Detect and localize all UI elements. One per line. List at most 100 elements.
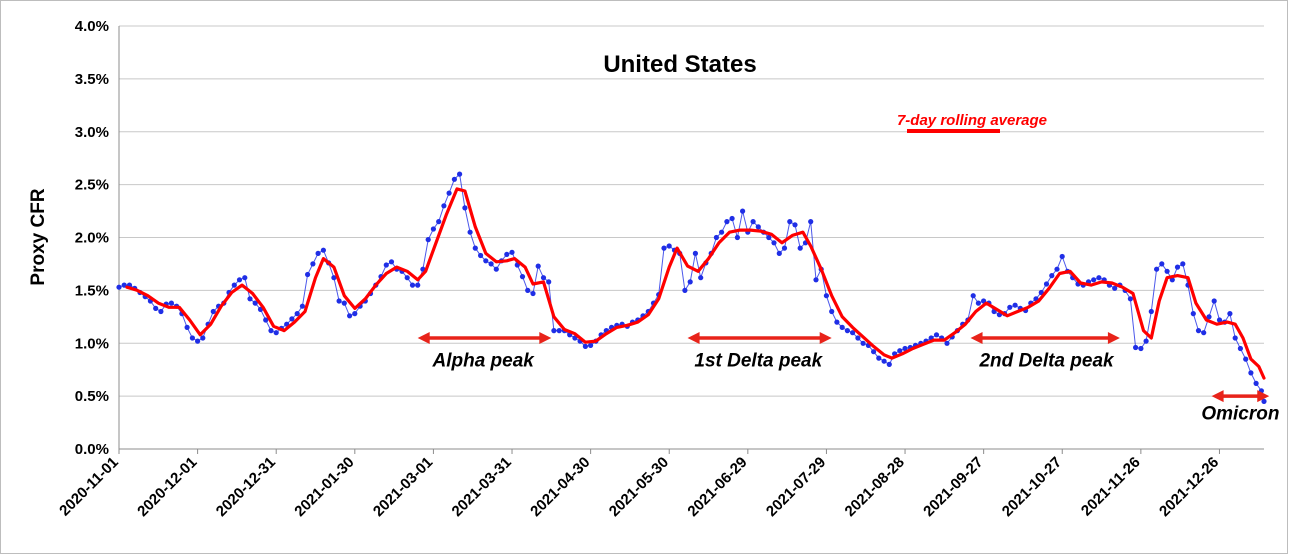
chart-title: United States <box>603 51 756 78</box>
daily-point <box>792 222 798 228</box>
period-arrow <box>970 331 1120 344</box>
daily-point <box>808 219 814 225</box>
daily-point <box>331 275 337 281</box>
daily-point <box>713 234 720 241</box>
arrow-head-right <box>1107 331 1120 344</box>
daily-point <box>252 300 258 306</box>
daily-point <box>755 224 761 230</box>
period-label: 2nd Delta peak <box>978 351 1115 372</box>
daily-point <box>168 300 174 306</box>
daily-point <box>1127 296 1133 302</box>
daily-point <box>153 305 159 311</box>
daily-point <box>902 345 908 352</box>
daily-point <box>210 308 216 315</box>
daily-point <box>1049 273 1055 279</box>
daily-point <box>834 319 840 325</box>
daily-point <box>200 335 206 341</box>
daily-point <box>750 219 756 225</box>
daily-point <box>813 277 819 283</box>
daily-point <box>483 258 489 264</box>
daily-point <box>189 335 195 341</box>
daily-point <box>289 316 295 322</box>
daily-point <box>1143 338 1149 344</box>
daily-point <box>519 274 526 280</box>
daily-point <box>687 279 693 285</box>
daily-point <box>1206 314 1212 320</box>
daily-point <box>195 338 201 344</box>
daily-point <box>850 330 856 336</box>
daily-point <box>1148 308 1154 315</box>
daily-point <box>844 328 851 334</box>
daily-point <box>1159 261 1165 267</box>
daily-point <box>823 293 830 299</box>
daily-point <box>1180 261 1186 267</box>
daily-point <box>305 271 311 278</box>
daily-point <box>1091 277 1097 283</box>
y-tick-label: 4.0% <box>75 18 109 35</box>
daily-point <box>540 275 547 281</box>
daily-point <box>776 250 782 256</box>
daily-point <box>1201 330 1207 336</box>
daily-point <box>404 275 410 281</box>
daily-point <box>661 245 667 251</box>
daily-point <box>781 245 788 251</box>
daily-point <box>734 234 741 241</box>
daily-point <box>121 282 127 288</box>
y-tick-label: 1.5% <box>75 282 109 299</box>
period-label: Omicron <box>1201 403 1279 424</box>
daily-point <box>1096 275 1102 281</box>
daily-point <box>158 308 164 315</box>
daily-point <box>315 250 321 256</box>
legend-label: 7-day rolling average <box>897 112 1047 129</box>
daily-point <box>457 171 463 177</box>
daily-point <box>467 229 473 235</box>
daily-point <box>944 340 950 346</box>
daily-point <box>1227 311 1233 317</box>
daily-point <box>383 262 389 268</box>
y-axis-ticks: 0.0% 0.5% 1.0% 1.5% 2.0% 2.5% 3.0% 3.5% 4.0% <box>75 18 109 458</box>
period-arrow <box>1211 390 1270 403</box>
arrow-head-left <box>1211 390 1224 403</box>
daily-point <box>347 313 353 319</box>
daily-point <box>666 243 672 249</box>
daily-point <box>771 240 777 246</box>
daily-point <box>787 219 793 225</box>
daily-point <box>1059 253 1065 260</box>
daily-point <box>871 349 877 355</box>
daily-point <box>1190 311 1196 317</box>
rolling-average-line <box>125 187 1266 380</box>
daily-point <box>436 219 442 225</box>
daily-point <box>698 275 704 281</box>
daily-point <box>1243 356 1249 362</box>
daily-point <box>242 275 248 281</box>
arrow-head-left <box>970 331 983 344</box>
daily-point <box>797 245 803 251</box>
y-tick-label: 3.0% <box>75 124 109 141</box>
daily-point <box>719 229 725 235</box>
daily-point <box>409 282 416 288</box>
daily-point <box>975 300 982 306</box>
daily-point <box>1174 264 1181 270</box>
daily-point <box>881 358 887 364</box>
daily-point <box>1232 335 1238 341</box>
daily-point <box>446 190 452 196</box>
rolling-average-series <box>125 187 1266 380</box>
daily-point <box>231 282 237 288</box>
daily-point <box>729 215 735 222</box>
daily-point <box>462 205 468 211</box>
period-arrow <box>687 331 832 344</box>
daily-point <box>855 335 861 341</box>
period-label: 1st Delta peak <box>694 351 823 372</box>
daily-point <box>740 208 746 214</box>
daily-point <box>441 203 447 209</box>
daily-point <box>1253 380 1259 386</box>
daily-point <box>488 261 494 267</box>
daily-point <box>247 296 253 302</box>
daily-point <box>336 298 342 304</box>
daily-point <box>504 251 510 257</box>
arrow-head-left <box>687 331 700 344</box>
daily-point <box>933 332 940 338</box>
daily-point <box>1112 285 1118 291</box>
daily-point <box>425 237 431 243</box>
daily-point <box>692 250 699 256</box>
